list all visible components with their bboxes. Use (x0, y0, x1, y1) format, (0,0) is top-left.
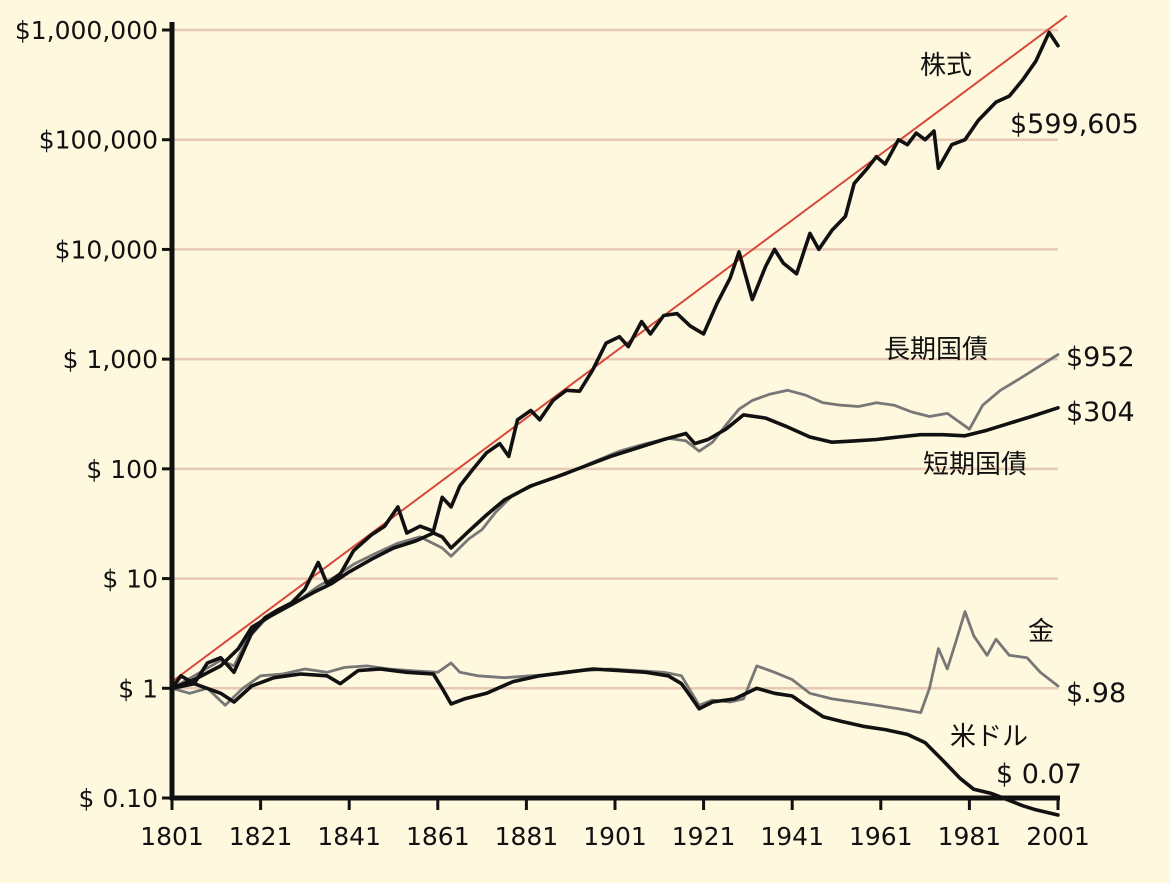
stocks-end-label: $599,605 (1010, 109, 1139, 140)
dollar-end-label: $ 0.07 (996, 759, 1082, 790)
x-tick-label: 1981 (938, 822, 1002, 851)
x-tick-label: 1961 (849, 822, 913, 851)
series-line-dollar (170, 667, 1060, 817)
x-tick-label: 2001 (1026, 822, 1090, 851)
x-tick-label: 1921 (672, 822, 736, 851)
dollar-label: 米ドル (950, 722, 1028, 752)
bills-label: 短期国債 (923, 450, 1027, 480)
x-tick-label: 1901 (583, 822, 647, 851)
bonds-label: 長期国債 (884, 335, 988, 365)
series-line-stocks (170, 30, 1060, 691)
x-tick-labels: 1801 1821 1841 1861 1881 1901 1921 1941 1961 1981… (140, 822, 1090, 851)
series-labels: 株式 $599,605 長期国債 $952 $304 短期国債 金 $.98 米… (884, 51, 1139, 790)
series-layer (170, 30, 1060, 817)
series-line-gold (170, 610, 1060, 714)
x-tick-label: 1941 (760, 822, 824, 851)
bills-end-label: $304 (1066, 397, 1135, 428)
y-tick-label: $ 10 (102, 565, 158, 594)
axes (162, 22, 1060, 810)
x-tick-label: 1821 (229, 822, 293, 851)
x-tick-label: 1861 (406, 822, 470, 851)
gold-label: 金 (1028, 617, 1054, 647)
y-tick-label: $10,000 (55, 235, 158, 264)
y-tick-label: $ 0.10 (78, 784, 158, 813)
y-tick-labels: $1,000,000 $100,000 $10,000 $ 1,000 $ 100 $ 1… (15, 16, 158, 813)
y-tick-label: $ 1 (118, 674, 158, 703)
gold-end-label: $.98 (1066, 678, 1126, 709)
stocks-label: 株式 (920, 51, 972, 81)
x-tick-label: 1801 (140, 822, 204, 851)
y-tick-label: $ 1,000 (63, 345, 158, 374)
grid-lines (172, 28, 1058, 690)
y-tick-label: $ 100 (86, 455, 158, 484)
series-line-bills (170, 406, 1060, 691)
bonds-end-label: $952 (1066, 342, 1135, 373)
series-line-bonds (170, 353, 1060, 690)
y-tick-label: $100,000 (39, 126, 158, 155)
x-tick-label: 1881 (495, 822, 559, 851)
y-tick-label: $1,000,000 (15, 16, 158, 45)
x-tick-label: 1841 (317, 822, 381, 851)
